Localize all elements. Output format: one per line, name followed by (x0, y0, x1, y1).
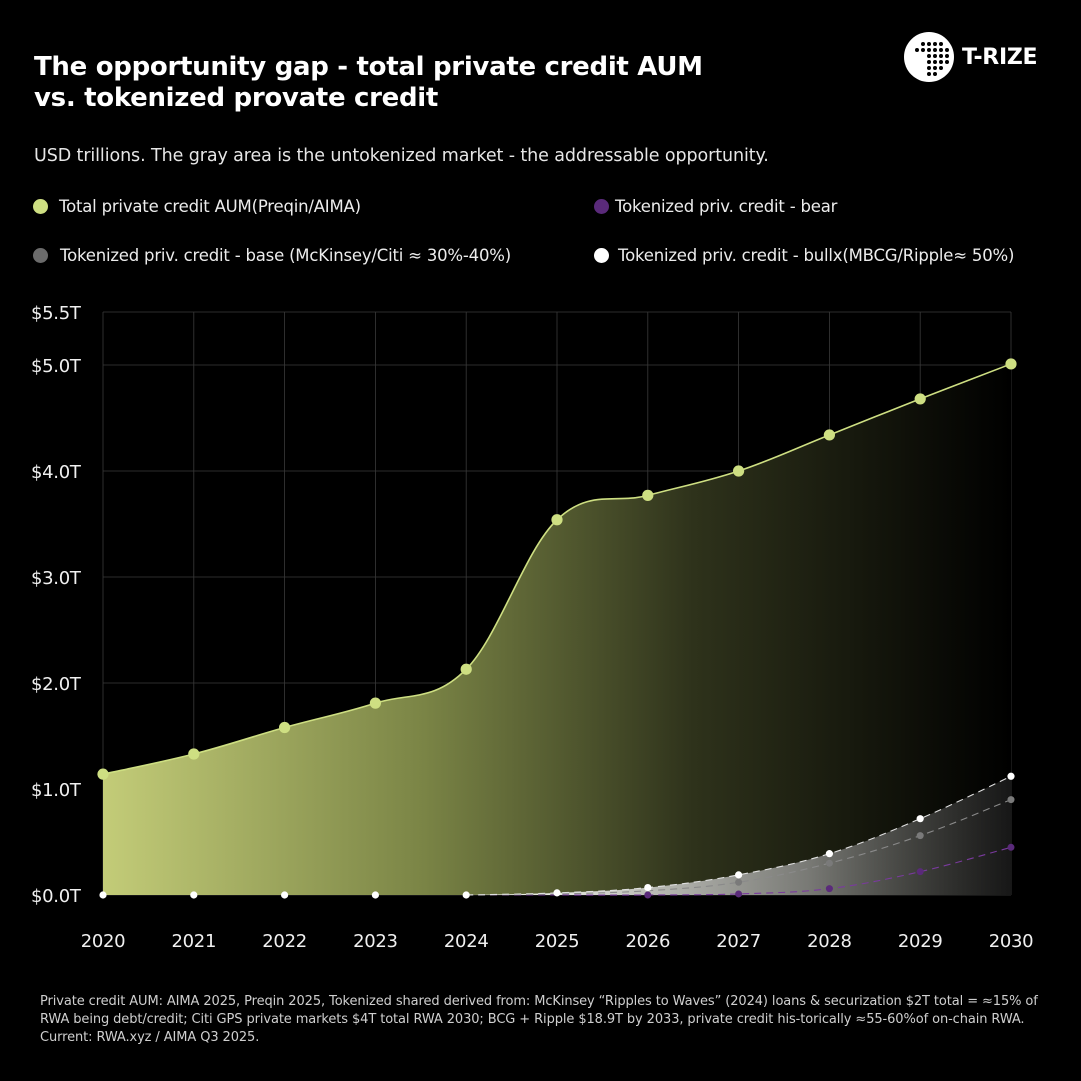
brand-name: T-RIZE (962, 44, 1038, 70)
chart-title: The opportunity gap - total private cred… (34, 52, 794, 114)
legend-label-bear: Tokenized priv. credit - bear (615, 197, 838, 216)
legend-label-aum: Total private credit AUM(Preqin/AIMA) (59, 197, 361, 216)
legend-item-bull: Tokenized priv. credit - bullx(MBCG/Ripp… (594, 246, 1014, 265)
point-aum-2022 (279, 721, 291, 734)
x-tick-label-2026: 2026 (625, 931, 670, 952)
legend-item-base: Tokenized priv. credit - base (McKinsey/… (33, 246, 511, 265)
point-bull-2027 (735, 871, 743, 879)
y-tick-label: $4.0T (31, 462, 82, 483)
x-tick-label-2024: 2024 (444, 931, 489, 952)
x-tick-label-2025: 2025 (535, 931, 580, 952)
x-tick-label-2028: 2028 (807, 931, 852, 952)
point-aum-2026 (642, 489, 654, 501)
point-bull-2025 (553, 889, 561, 897)
point-aum-2020 (97, 768, 109, 780)
chart-subtitle: USD trillions. The gray area is the unto… (34, 146, 769, 166)
point-bull-2022 (281, 891, 289, 899)
t-rize-logo-icon (904, 32, 954, 82)
y-tick-label: $2.0T (31, 674, 82, 695)
point-base-2027 (735, 878, 743, 886)
footnote: Private credit AUM: AIMA 2025, Preqin 20… (40, 994, 1038, 1045)
point-base-2028 (825, 859, 833, 867)
point-aum-2025 (551, 514, 563, 526)
point-aum-2023 (369, 697, 381, 709)
point-aum-2029 (914, 393, 926, 405)
title-line-1: The opportunity gap - total private cred… (34, 52, 703, 82)
y-tick-label: $5.5T (31, 303, 82, 324)
y-tick-label: $0.0T (31, 886, 82, 907)
legend-dot-bull (594, 248, 609, 263)
point-base-2030 (1007, 796, 1015, 804)
point-aum-2024 (460, 663, 472, 675)
legend-item-aum: Total private credit AUM(Preqin/AIMA) (33, 197, 361, 216)
point-base-2029 (916, 832, 924, 840)
point-aum-2021 (188, 748, 200, 760)
point-bull-2026 (644, 883, 652, 892)
point-bear-2026 (644, 891, 652, 899)
x-axis-ticks: 2020 2021 2022 2023 2024 2025 2026 2027 2028 2029… (81, 931, 1034, 952)
brand-logo: T-RIZE (904, 32, 1038, 82)
point-bear-2029 (916, 868, 924, 876)
point-bull-2028 (825, 850, 834, 858)
y-tick-label: $5.0T (31, 356, 82, 377)
x-tick-label-2029: 2029 (898, 931, 943, 952)
untokenized-gray-area (466, 776, 1011, 895)
point-bull-2024 (462, 891, 470, 899)
point-bull-2029 (916, 815, 924, 823)
aum-line (102, 363, 1012, 775)
point-aum-2028 (823, 429, 836, 441)
point-bear-2030 (1007, 843, 1015, 851)
x-tick-label-2020: 2020 (81, 931, 126, 952)
point-bull-2020 (99, 891, 107, 899)
point-bull-2030 (1007, 772, 1015, 780)
legend-dot-bear (594, 199, 609, 214)
x-tick-label-2022: 2022 (262, 931, 307, 952)
legend-label-base: Tokenized priv. credit - base (McKinsey/… (60, 246, 511, 265)
point-aum-2027 (733, 465, 745, 477)
point-bear-2028 (825, 885, 833, 893)
point-bull-2021 (190, 891, 198, 899)
legend-label-bull: Tokenized priv. credit - bullx(MBCG/Ripp… (618, 246, 1015, 265)
point-bull-2023 (371, 891, 379, 899)
x-tick-label-2023: 2023 (353, 931, 398, 952)
legend-dot-base (33, 248, 48, 263)
point-bear-2027 (735, 890, 743, 898)
x-tick-label-2027: 2027 (716, 931, 761, 952)
x-tick-label-2021: 2021 (171, 931, 216, 952)
aum-area (103, 363, 1011, 895)
y-axis-ticks: $0.0T $1.0T $2.0T $3.0T $4.0T $5.0T $5.5T (31, 303, 82, 907)
data-points (97, 358, 1017, 899)
x-tick-label-2030: 2030 (989, 931, 1034, 952)
legend-item-bear: Tokenized priv. credit - bear (594, 197, 837, 216)
y-tick-label: $1.0T (31, 780, 82, 801)
point-aum-2030 (1005, 358, 1017, 370)
legend-dot-aum (33, 199, 48, 214)
title-line-2: vs. tokenized provate credit (34, 83, 439, 113)
y-tick-label: $3.0T (31, 568, 82, 589)
